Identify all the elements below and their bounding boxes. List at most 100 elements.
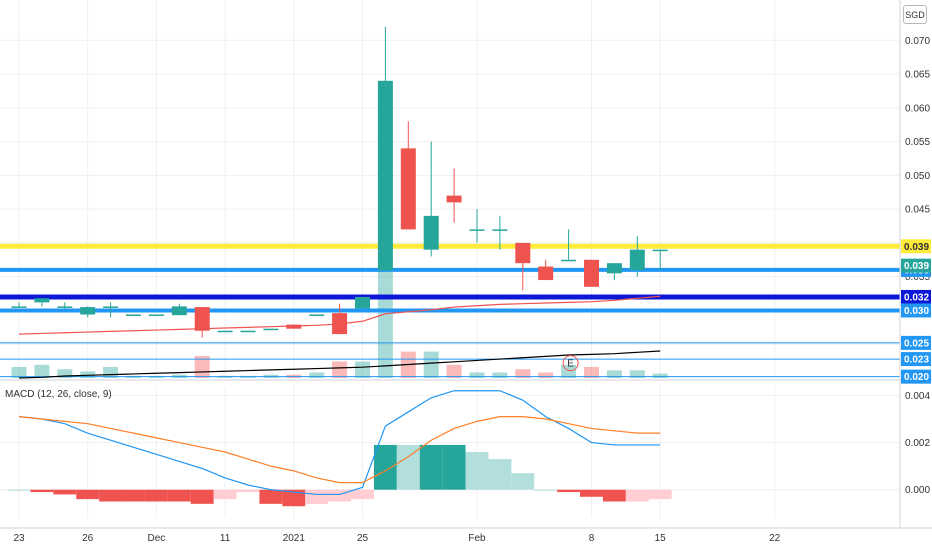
price-tag-label: 0.020 xyxy=(904,372,929,383)
macd-indicator-label[interactable]: MACD (12, 26, close, 9) xyxy=(5,389,112,400)
macd-axis-tick: 0.004 xyxy=(905,391,930,402)
volume-bar xyxy=(515,369,531,378)
macd-histogram-bar xyxy=(190,489,214,504)
earnings-marker-label[interactable]: E xyxy=(567,359,574,370)
macd-histogram-bar xyxy=(580,489,603,497)
macd-histogram-bar xyxy=(625,489,649,502)
candle-body xyxy=(171,306,187,316)
volume-bar xyxy=(57,369,73,378)
macd-histogram-bar xyxy=(534,489,558,491)
time-axis-tick: 11 xyxy=(220,533,231,544)
time-axis-tick: 25 xyxy=(357,533,369,544)
macd-histogram-bar xyxy=(30,489,54,493)
macd-histogram-bar xyxy=(419,444,443,490)
earnings-marker[interactable]: E xyxy=(562,355,579,372)
candle-body xyxy=(217,330,233,333)
candles xyxy=(11,26,668,338)
price-axis-tick: 0.070 xyxy=(905,36,930,47)
price-tag xyxy=(901,303,931,318)
macd-histogram-bar xyxy=(602,489,626,502)
time-axis-tick: Dec xyxy=(148,533,166,544)
price-axis-tick: 0.035 xyxy=(905,272,930,283)
price-tag xyxy=(901,335,931,350)
candle-body xyxy=(286,324,302,329)
volume-bar xyxy=(606,370,622,378)
candle-body xyxy=(240,330,256,333)
macd-axis-tick: 0.000 xyxy=(905,485,930,496)
last-price-tag xyxy=(901,258,931,273)
volume-bar xyxy=(11,366,27,378)
macd-histogram-bar xyxy=(213,489,237,500)
volume-bar xyxy=(446,364,462,378)
currency-badge[interactable]: SGD xyxy=(903,5,927,24)
time-axis-tick: Feb xyxy=(468,533,486,544)
candle-body xyxy=(652,249,668,252)
macd-histogram-bar xyxy=(53,489,77,495)
candle-body xyxy=(34,298,50,303)
volume-bar xyxy=(355,361,370,378)
macd-histogram-bar xyxy=(259,489,283,504)
candle-body xyxy=(561,259,577,262)
time-axis-tick: 15 xyxy=(655,533,667,544)
macd-histogram-bar xyxy=(465,452,489,490)
candle-body xyxy=(332,313,348,335)
macd-histogram-bar xyxy=(328,489,352,502)
time-axis-tick: 2021 xyxy=(283,533,306,544)
macd-histogram-bar xyxy=(282,489,306,507)
candle-body xyxy=(423,215,439,250)
candle-body xyxy=(309,314,325,317)
price-tag-label: 0.023 xyxy=(904,355,929,366)
volume-bar xyxy=(469,372,485,378)
macd-histogram-bar xyxy=(351,489,374,500)
candle-body xyxy=(446,195,462,203)
candle-body xyxy=(148,314,164,317)
macd-histogram-bar xyxy=(99,489,123,502)
volume-bar xyxy=(309,372,325,378)
volume-bar xyxy=(377,267,393,378)
candle-body xyxy=(57,306,73,308)
candle-body xyxy=(584,259,599,287)
candle-body xyxy=(80,307,96,315)
price-tag xyxy=(901,289,931,304)
macd-histogram-bar xyxy=(122,489,145,502)
macd-histogram-bar xyxy=(144,489,168,502)
volume-bar xyxy=(80,371,96,378)
price-axis-tick: 0.060 xyxy=(905,103,930,114)
macd-histogram-bar xyxy=(236,489,260,493)
earnings-marker-circle[interactable] xyxy=(562,355,579,372)
price-tag-label: 0.030 xyxy=(904,306,929,317)
macd-histogram-bar xyxy=(648,489,672,500)
signal-line xyxy=(18,416,661,484)
candle-body xyxy=(469,229,485,231)
time-axis-tick: 8 xyxy=(589,533,595,544)
price-tag xyxy=(901,352,931,367)
candle-body xyxy=(492,229,508,231)
price-axis-tick: 0.050 xyxy=(905,171,930,182)
moving-average-black xyxy=(18,350,661,379)
candle-body xyxy=(355,296,370,309)
price-axis-tick: 0.045 xyxy=(905,205,930,216)
price-tag-label: 0.039 xyxy=(904,242,929,253)
candle-body xyxy=(400,148,416,230)
macd-histogram-bar xyxy=(442,444,466,490)
candle-body xyxy=(377,80,393,271)
candle-body xyxy=(538,266,554,281)
price-tag-label: 0.025 xyxy=(904,338,929,349)
price-tag xyxy=(901,369,931,384)
price-axis-tick: 0.055 xyxy=(905,137,930,148)
macd-histogram-bar xyxy=(305,489,329,504)
horizontal-levels xyxy=(0,243,900,378)
macd-histogram-bar xyxy=(396,444,420,490)
macd-histogram-bar xyxy=(7,489,31,491)
macd-histogram-bar xyxy=(373,444,397,490)
candle-body xyxy=(515,242,531,264)
time-axis-tick: 22 xyxy=(769,533,781,544)
candle-body xyxy=(11,306,27,308)
price-axis-tick: 0.065 xyxy=(905,70,930,81)
last-price-label: 0.039 xyxy=(904,261,929,272)
volume-bar xyxy=(652,373,668,378)
time-axis-tick: 23 xyxy=(13,533,25,544)
candle-body xyxy=(606,263,622,274)
